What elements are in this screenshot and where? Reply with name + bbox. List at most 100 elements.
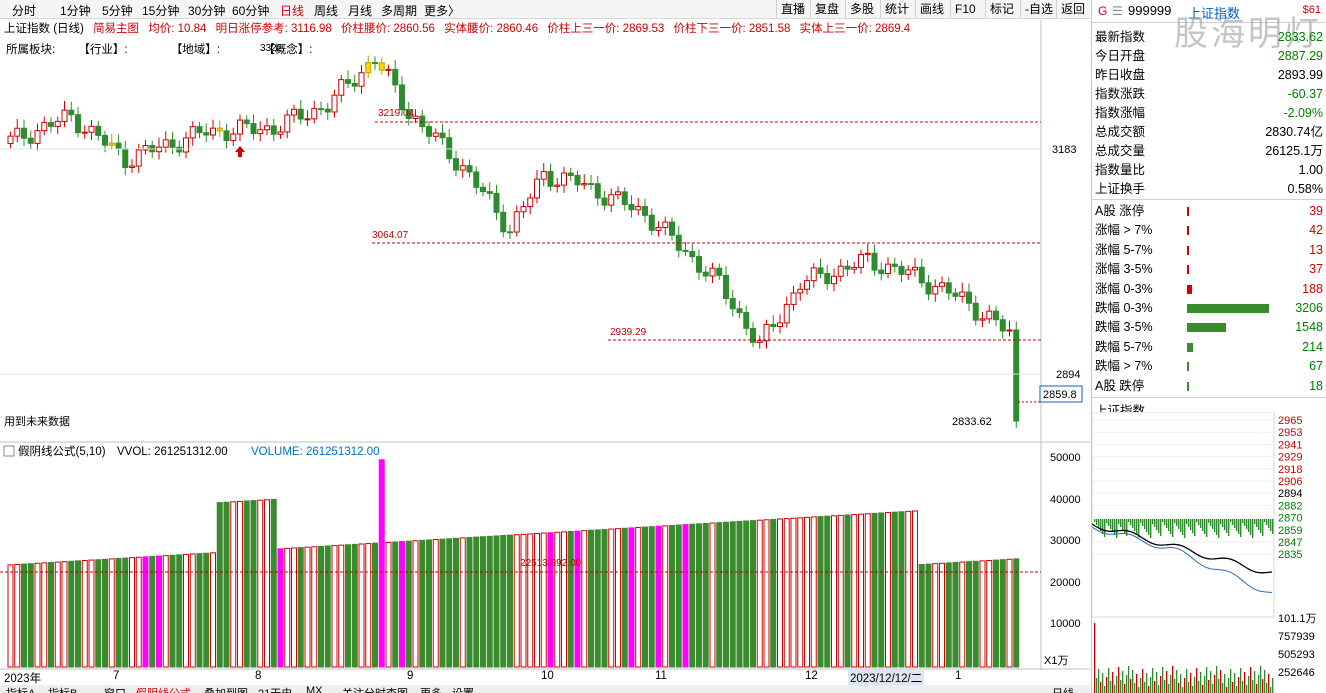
candle-body <box>966 291 972 304</box>
volume-bar <box>912 510 918 668</box>
tab-formula[interactable]: 假阴线公式 <box>136 685 191 693</box>
volume-bar <box>385 541 392 668</box>
tab-minute-query[interactable]: 关注分时查图 <box>342 685 408 693</box>
mini-vol-bar <box>1260 666 1262 693</box>
remove-watchlist-button[interactable]: -自选 <box>1020 0 1057 18</box>
candle-body <box>196 126 203 134</box>
tab-daily[interactable]: 日线 <box>1052 685 1074 693</box>
mini-vol-bar <box>1244 672 1246 693</box>
formula-toggle-icon[interactable] <box>3 445 15 457</box>
mini-flow-bar <box>1236 519 1238 531</box>
mini-vol-bar <box>1212 684 1214 693</box>
mark-button[interactable]: 标记 <box>985 0 1018 18</box>
mini-vol-bar <box>1136 674 1138 693</box>
kline-chart[interactable]: 3219.04 3064.07 2939.29 3322. 2833.62 用到… <box>0 0 1090 670</box>
breadth-value: 1548 <box>1295 320 1323 335</box>
volume-bar <box>729 521 736 668</box>
period-multi[interactable]: 多周期 <box>381 4 418 18</box>
mini-vol-bar <box>1182 687 1184 693</box>
tab-overlay[interactable]: 叠加到图 <box>204 685 248 693</box>
candle-body <box>621 191 628 206</box>
formula-name[interactable]: 假阴线公式(5,10) <box>18 444 106 458</box>
mini-vol-bar <box>1224 674 1226 693</box>
mini-vol-bar <box>1220 670 1222 693</box>
mini-vol-bar <box>1116 676 1118 693</box>
volume-bar <box>621 527 628 668</box>
period-15min[interactable]: 15分钟 <box>142 4 180 18</box>
tab-settings[interactable]: 设置 <box>452 685 474 693</box>
volume-bar <box>345 544 351 668</box>
mini-flow-bar <box>1208 519 1210 523</box>
date-axis: 2023年 7 8 9 10 11 12 2023/12/12/二 1 <box>0 670 1040 686</box>
candle-body <box>783 303 790 324</box>
multi-stock-button[interactable]: 多股 <box>845 0 878 18</box>
period-more[interactable]: 更多〉 <box>424 4 461 18</box>
quote-value: 2833.62 <box>1277 30 1323 44</box>
candle-body <box>797 288 804 294</box>
candle-body <box>999 319 1006 332</box>
candle-body <box>459 165 466 171</box>
live-button[interactable]: 直播 <box>776 0 809 18</box>
period-30min[interactable]: 30分钟 <box>188 4 226 18</box>
candle-body <box>770 323 777 328</box>
tab-more[interactable]: 更多 <box>420 685 442 693</box>
candle-body <box>419 115 426 128</box>
volume-bar <box>702 522 709 668</box>
volume-bar <box>149 555 156 668</box>
tab-window[interactable]: 窗口 <box>104 685 126 693</box>
tab-mx[interactable]: MX <box>306 685 323 693</box>
mini-vol-bar <box>1126 675 1128 693</box>
candle-body <box>500 211 507 233</box>
mini-vol-bar <box>1200 672 1202 693</box>
mini-flow-bar <box>1190 519 1192 530</box>
mini-vol-bar <box>1226 687 1228 693</box>
period-minute-chart[interactable]: 分时 <box>12 4 37 18</box>
period-monthly[interactable]: 月线 <box>348 4 373 18</box>
volume-bar <box>966 561 972 668</box>
tab-indicator-a[interactable]: 指标A <box>6 685 35 693</box>
mini-price-tick: 2870 <box>1278 513 1302 525</box>
mini-flow-bar <box>1220 519 1222 524</box>
review-button[interactable]: 复盘 <box>810 0 843 18</box>
watermark: 股海明灯 <box>1174 15 1322 53</box>
period-daily[interactable]: 日线 <box>280 4 305 18</box>
candles-layer <box>7 55 1020 429</box>
mini-vol-tick: 505293 <box>1278 649 1315 661</box>
f10-button[interactable]: F10 <box>950 0 980 18</box>
template-name[interactable]: 简易主图 <box>93 23 140 35</box>
candle-body <box>878 269 885 274</box>
draw-line-button[interactable]: 画线 <box>915 0 948 18</box>
breadth-value: 13 <box>1309 242 1323 257</box>
mini-intraday-chart[interactable]: 2965295329412929291829062894288228702859… <box>1092 412 1326 693</box>
mini-vol-bar <box>1138 687 1140 693</box>
volume-bar <box>945 562 952 668</box>
mini-flow-bar <box>1258 519 1260 530</box>
breadth-label: 跌幅 5-7% <box>1095 339 1153 354</box>
menu-icon[interactable]: ☰ <box>1112 4 1123 18</box>
volume-bar <box>844 514 851 668</box>
period-weekly[interactable]: 周线 <box>314 4 339 18</box>
candle-body <box>41 122 48 132</box>
concept-label[interactable]: 【概念】: <box>263 44 313 56</box>
period-60min[interactable]: 60分钟 <box>232 4 270 18</box>
breadth-value: 3206 <box>1295 301 1323 315</box>
volume-bar <box>878 512 885 668</box>
back-button[interactable]: 返回 <box>1056 0 1089 18</box>
mini-flow-bar <box>1218 519 1220 538</box>
industry-label[interactable]: 【行业】: <box>78 44 128 56</box>
tab-indicator-b[interactable]: 指标B <box>48 685 77 693</box>
mini-flow-bar <box>1166 519 1168 528</box>
region-label[interactable]: 【地域】: <box>170 44 221 56</box>
tab-history[interactable]: 21天史 <box>258 685 292 693</box>
mini-flow-bar <box>1272 519 1274 534</box>
volume-bar <box>358 543 365 668</box>
volume-bar <box>675 524 682 668</box>
mini-vol-bar <box>1268 674 1270 693</box>
statistics-button[interactable]: 统计 <box>880 0 913 18</box>
mini-vol-bar <box>1270 687 1272 693</box>
candle-body <box>864 252 871 255</box>
candle-body <box>696 256 702 273</box>
period-5min[interactable]: 5分钟 <box>102 4 133 18</box>
volume-bar <box>169 554 176 668</box>
period-1min[interactable]: 1分钟 <box>60 4 91 18</box>
